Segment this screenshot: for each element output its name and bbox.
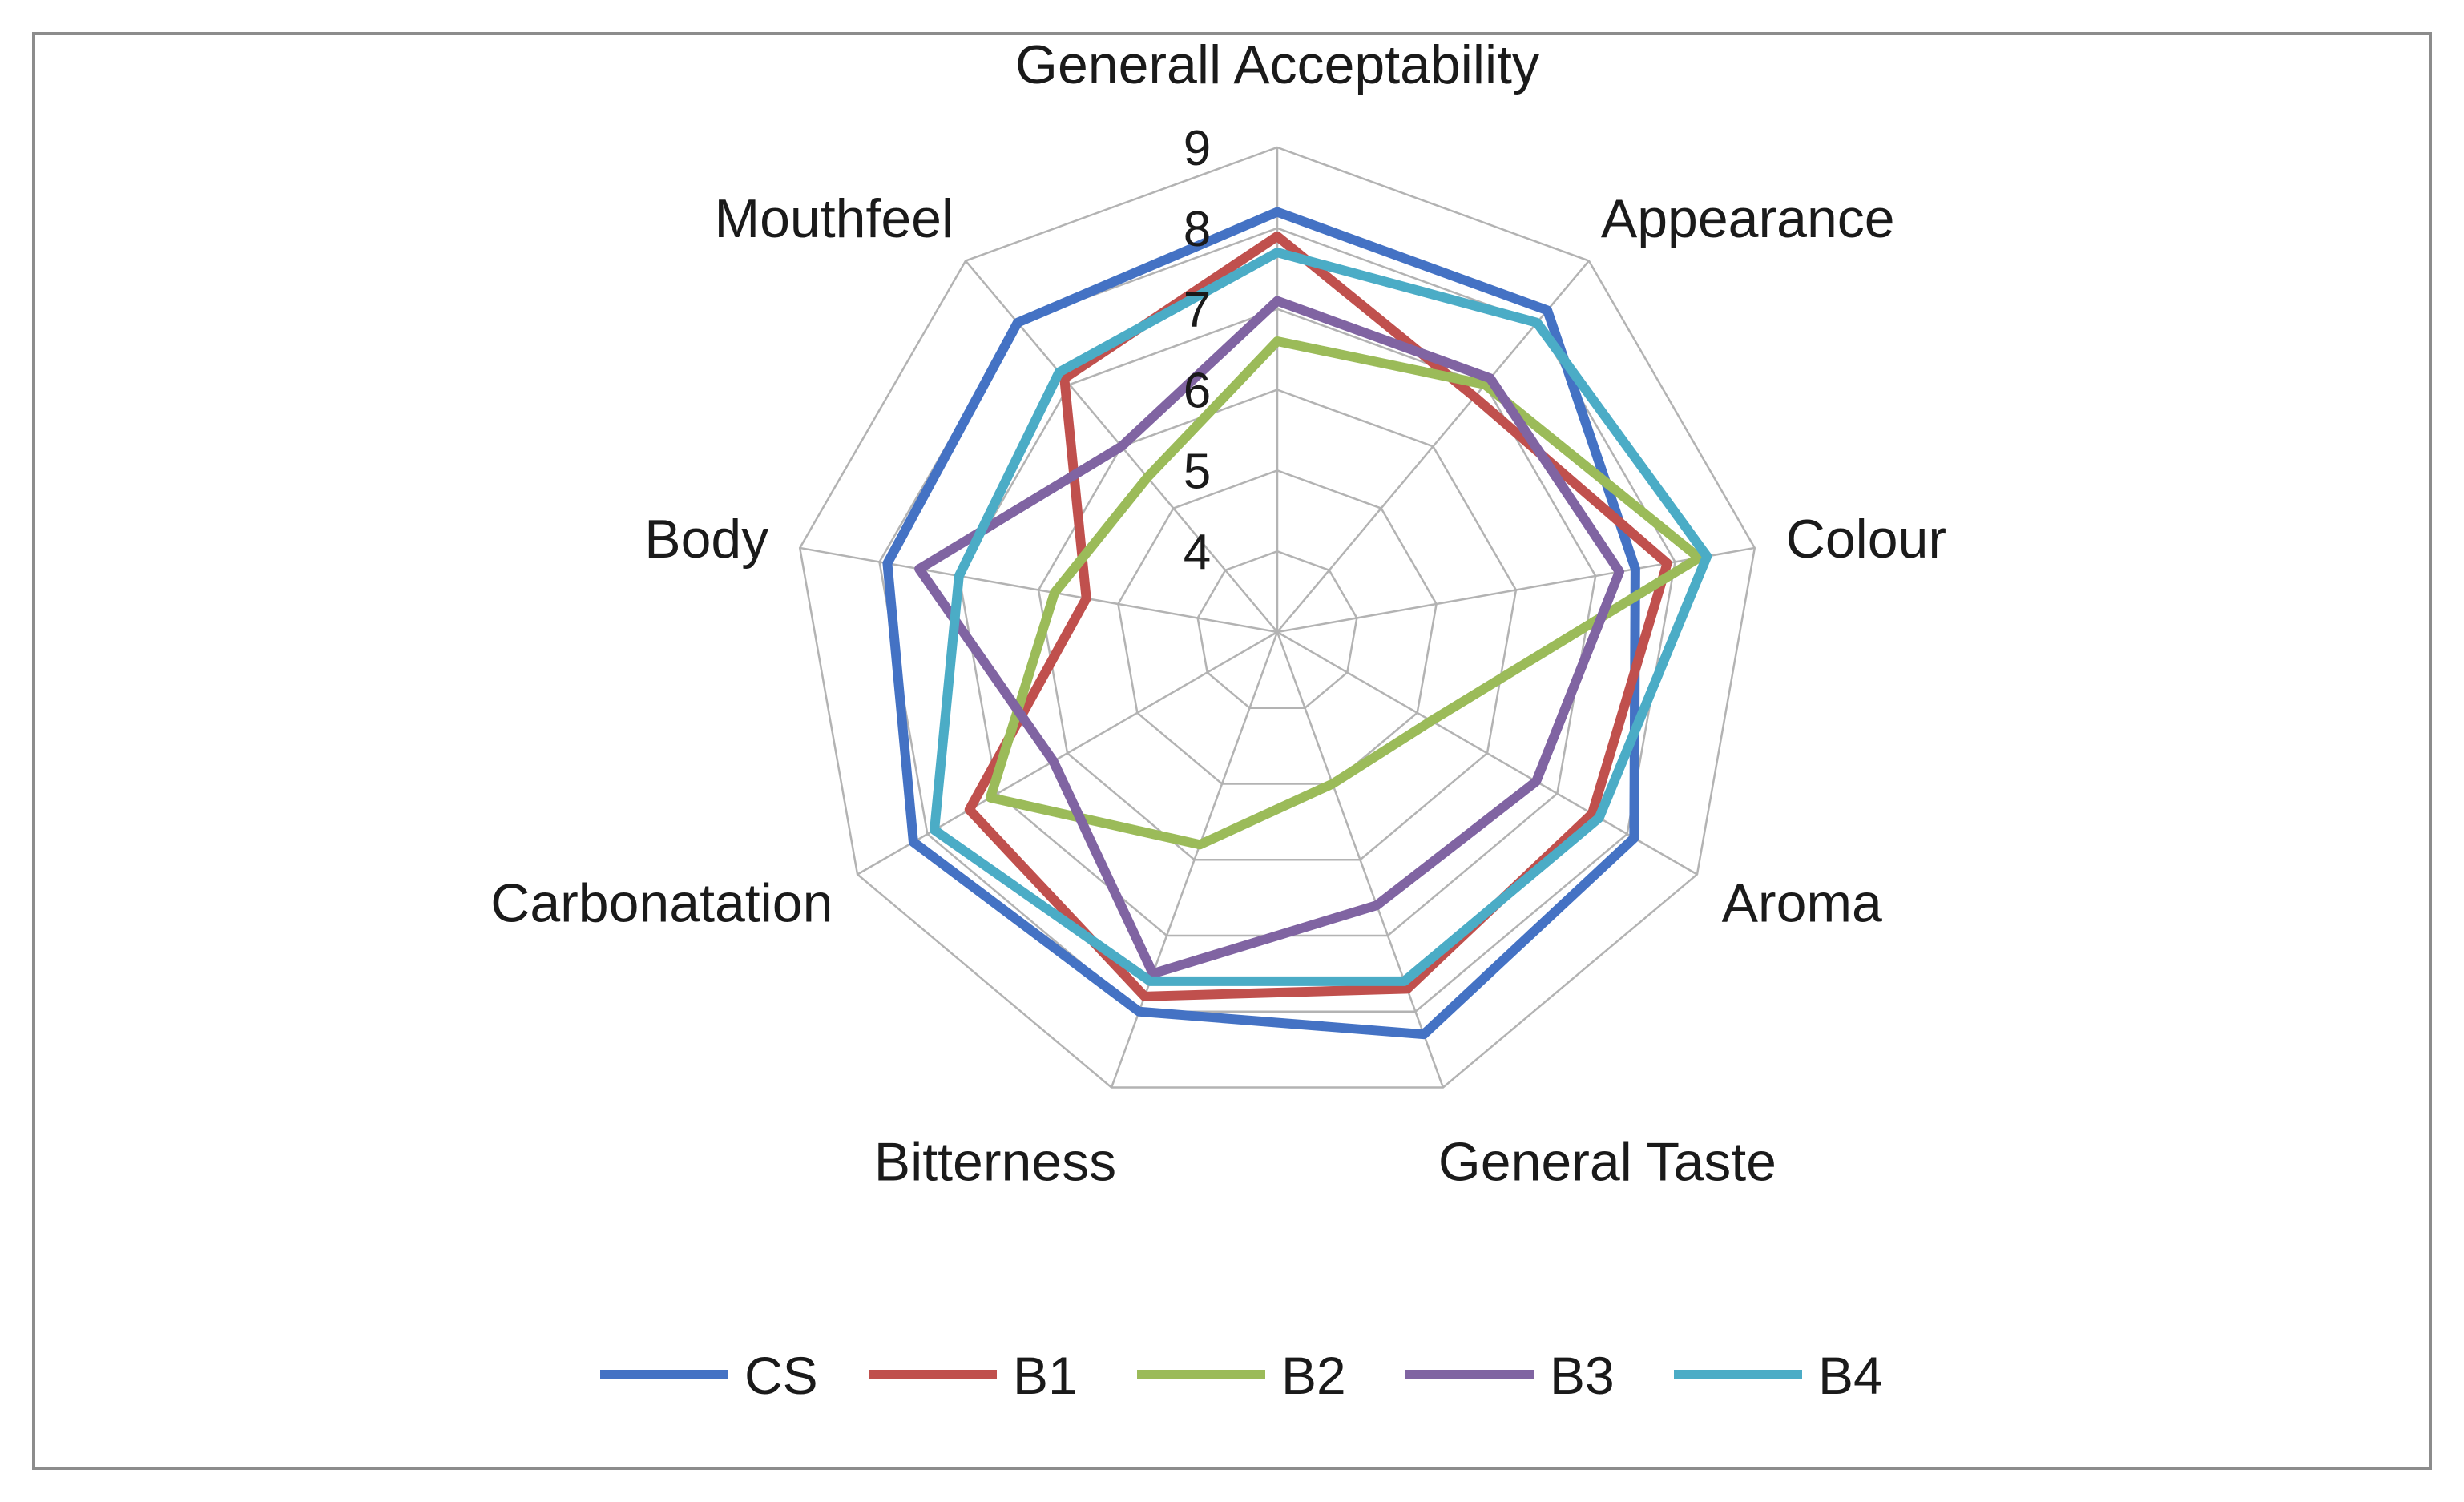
- grid-ring-9: [798, 146, 1756, 1089]
- grid-ring-5: [1117, 469, 1438, 785]
- tick-label: 6: [1184, 364, 1211, 419]
- series-line-cs: [882, 207, 1640, 1040]
- legend-label: CS: [744, 1346, 818, 1405]
- legend-label: B1: [1013, 1346, 1078, 1405]
- legend-item-b3: B3: [1405, 1346, 1615, 1405]
- tick-label: 7: [1184, 283, 1211, 338]
- series-line-b3: [914, 296, 1624, 979]
- axis-label-mouthfeel: Mouthfeel: [714, 188, 954, 249]
- legend-item-b1: B1: [869, 1346, 1078, 1405]
- axis-label-body: Body: [644, 509, 768, 570]
- series-line-b2: [985, 336, 1704, 850]
- legend-label: B2: [1281, 1346, 1346, 1405]
- radar-chart: 4 5 6 7 8 9 Generall Acceptability Appearance C…: [490, 35, 1946, 1405]
- axis-spoke: [1276, 630, 1698, 876]
- axis-label-layer: Generall Acceptability Appearance Colour Ar…: [490, 35, 1946, 1192]
- legend: CS B1 B2 B3 B4: [600, 1346, 1883, 1405]
- axis-spoke: [857, 630, 1278, 876]
- legend-label: B3: [1550, 1346, 1615, 1405]
- axis-label-bitterness: Bitterness: [874, 1131, 1116, 1192]
- tick-label: 8: [1184, 202, 1211, 257]
- chart-frame: 4 5 6 7 8 9 Generall Acceptability Appearance C…: [32, 32, 2432, 1470]
- axis-spoke: [799, 546, 1278, 634]
- series-line-b1: [964, 231, 1672, 1001]
- axis-label-general-taste: General Taste: [1438, 1131, 1776, 1192]
- legend-item-b2: B2: [1137, 1346, 1346, 1405]
- legend-item-cs: CS: [600, 1346, 818, 1405]
- legend-label: B4: [1818, 1346, 1883, 1405]
- axis-label-colour: Colour: [1786, 509, 1946, 570]
- tick-label: 9: [1184, 121, 1211, 176]
- axis-spoke: [1276, 631, 1445, 1088]
- axis-label-generall-acceptability: Generall Acceptability: [1015, 35, 1539, 95]
- axis-label-carbonatation: Carbonatation: [490, 873, 833, 934]
- axis-label-appearance: Appearance: [1601, 188, 1895, 249]
- tick-label-layer: 4 5 6 7 8 9: [1184, 121, 1211, 580]
- tick-label: 5: [1184, 444, 1211, 499]
- axis-label-aroma: Aroma: [1722, 873, 1882, 934]
- axis-spoke: [1276, 546, 1756, 634]
- grid-layer: [798, 146, 1756, 1089]
- series-line-b4: [930, 248, 1712, 986]
- series-layer: [882, 207, 1712, 1040]
- tick-label: 4: [1184, 525, 1211, 580]
- legend-item-b4: B4: [1674, 1346, 1883, 1405]
- grid-ring-4: [1196, 550, 1358, 710]
